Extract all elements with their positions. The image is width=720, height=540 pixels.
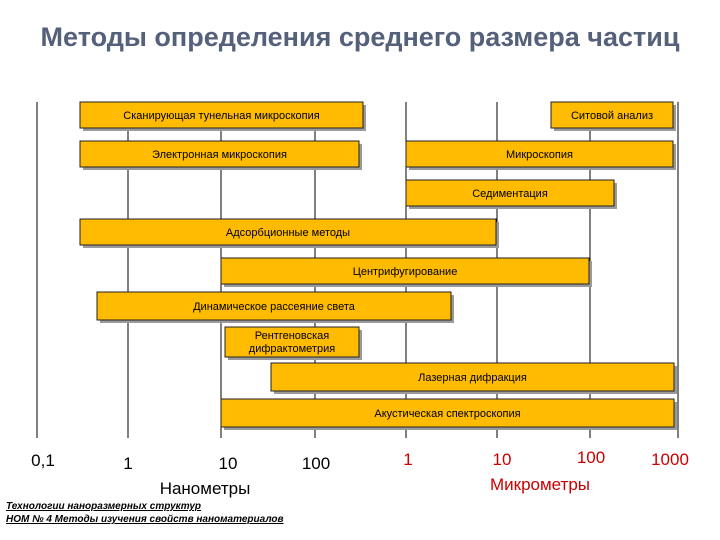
micrometers-unit-label: Микрометры (490, 475, 590, 494)
nanometer-tick-label: 0,1 (31, 451, 55, 470)
method-bar-label: Седиментация (472, 188, 548, 200)
method-bar-label: Сканирующая тунельная микроскопия (123, 110, 320, 122)
micrometer-tick-label: 10 (493, 450, 512, 469)
method-bar-rect (79, 140, 360, 168)
method-bar-rect (270, 362, 675, 392)
method-bar-rect (220, 398, 675, 428)
method-bar-rect (405, 140, 674, 168)
method-bar: Лазерная дифракция (270, 362, 677, 394)
method-bar: Рентгеновская дифрактометрия (224, 326, 362, 360)
footer-lecture-line: НОМ № 4 Методы изучения свойств наномате… (6, 514, 284, 525)
micrometer-tick-label: 1 (403, 450, 412, 469)
method-bar: Ситовой анализ (550, 101, 676, 131)
method-bar: Седиментация (405, 179, 617, 209)
nanometer-tick-label: 100 (302, 454, 330, 473)
method-bar-rect (79, 101, 364, 129)
method-bar-label: Акустическая спектроскопия (374, 408, 520, 420)
method-bar-label: Рентгеновская дифрактометрия (249, 330, 335, 355)
method-bar: Микроскопия (405, 140, 676, 170)
page-title: Методы определения среднего размера част… (40, 22, 680, 52)
method-bar-rect (405, 179, 615, 207)
method-bar-rect (96, 291, 452, 321)
method-bar-label: Электронная микроскопия (152, 149, 287, 161)
micrometer-tick-label: 100 (577, 448, 605, 467)
method-bar: Динамическое рассеяние света (96, 291, 454, 323)
footer-course-line: Технологии наноразмерных структур (6, 501, 202, 512)
method-bar-label: Лазерная дифракция (418, 372, 527, 384)
method-bar: Акустическая спектроскопия (220, 398, 677, 430)
method-bar: Электронная микроскопия (79, 140, 362, 170)
method-bar-label: Динамическое рассеяние света (193, 301, 356, 313)
nanometer-tick-label: 10 (219, 454, 238, 473)
nanometers-unit-label: Нанометры (160, 479, 251, 498)
method-bar: Центрифугирование (220, 257, 592, 287)
method-bar: Адсорбционные методы (79, 218, 499, 248)
method-bar-rect (550, 101, 674, 129)
method-bar-label: Адсорбционные методы (226, 227, 350, 239)
method-bar-rect (220, 257, 590, 285)
method-bar-rect (79, 218, 497, 246)
method-bar-label: Центрифугирование (353, 266, 458, 278)
micrometer-tick-label: 1000 (651, 450, 689, 469)
method-bar: Сканирующая тунельная микроскопия (79, 101, 366, 131)
method-bar-label: Микроскопия (506, 149, 573, 161)
footer: Технологии наноразмерных структур НОМ № … (6, 500, 284, 526)
method-bar-label: Ситовой анализ (571, 110, 653, 122)
method-bar-rect (224, 326, 360, 358)
nanometer-tick-label: 1 (123, 454, 132, 473)
